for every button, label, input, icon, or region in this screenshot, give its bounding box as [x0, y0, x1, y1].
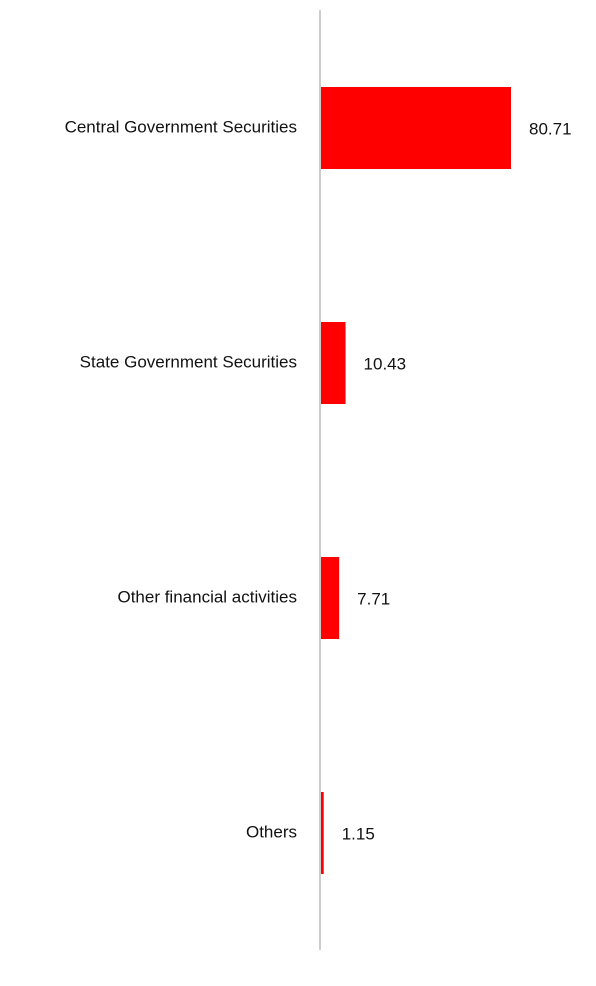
category-label: State Government Securities	[80, 352, 297, 371]
category-label: Central Government Securities	[65, 117, 297, 136]
bar	[321, 557, 340, 639]
value-label: 10.43	[364, 354, 407, 373]
category-label: Others	[246, 822, 297, 841]
value-label: 1.15	[342, 824, 375, 843]
bar	[321, 322, 346, 404]
bar	[321, 792, 324, 874]
value-label: 7.71	[357, 589, 390, 608]
bar	[321, 87, 511, 169]
value-label: 80.71	[529, 119, 572, 138]
category-label: Other financial activities	[117, 587, 297, 606]
